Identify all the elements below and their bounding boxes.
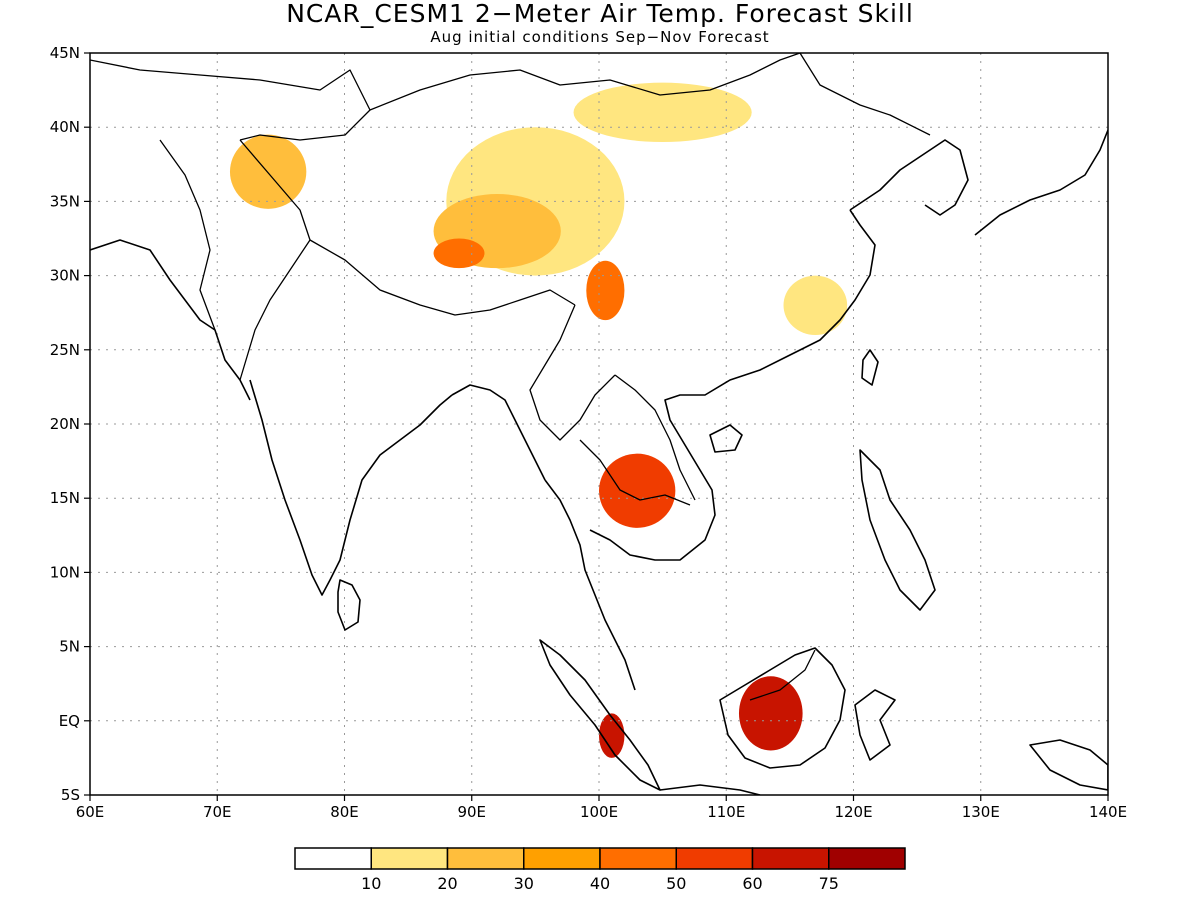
lat-tick-label: EQ — [59, 712, 80, 730]
border-himalaya — [309, 239, 576, 316]
coast-bangladesh-myanmar — [451, 384, 546, 481]
colorbar-swatch — [828, 847, 906, 870]
lon-tick-label: 100E — [580, 803, 618, 821]
border-central-asia — [90, 59, 371, 141]
coast-india — [249, 379, 453, 596]
colorbar-label: 10 — [361, 874, 381, 893]
coast-borneo — [719, 647, 846, 769]
lat-tick-label: 35N — [50, 192, 80, 210]
skill-region-sichuan-yunnan — [586, 260, 625, 321]
colorbar-label: 40 — [590, 874, 610, 893]
skill-region-mongolia — [573, 82, 752, 143]
border-thailand-cambodia — [579, 439, 691, 506]
lon-tick-label: 140E — [1089, 803, 1127, 821]
country-borders — [90, 53, 931, 701]
lat-tick-label: 30N — [50, 267, 80, 285]
map-subtitle: Aug initial conditions Sep−Nov Forecast — [430, 28, 770, 46]
border-laos-vietnam — [614, 374, 696, 501]
lat-tick-label: 15N — [50, 489, 80, 507]
coast-arabia-iran — [90, 239, 251, 401]
grid-lines — [90, 53, 1108, 795]
lon-tick-label: 110E — [707, 803, 745, 821]
skill-region-indochina — [599, 453, 676, 528]
coast-taiwan — [861, 349, 879, 386]
coast-malay-peninsula — [544, 479, 636, 691]
coast-japan — [974, 129, 1108, 236]
lat-tick-label: 45N — [50, 44, 80, 62]
colorbar: 10 20 30 40 50 60 75 — [294, 847, 906, 893]
lat-tick-label: 40N — [50, 118, 80, 136]
skill-region-borneo — [738, 676, 803, 751]
colorbar-swatch — [599, 847, 677, 870]
coast-hainan — [709, 424, 743, 453]
lat-tick-label: 20N — [50, 415, 80, 433]
colorbar-swatch — [523, 847, 601, 870]
colorbar-label: 75 — [819, 874, 839, 893]
coast-china-korea — [849, 139, 969, 216]
skill-fill-layer — [229, 82, 848, 758]
skill-region-karakoram — [229, 134, 307, 209]
colorbar-swatch — [751, 847, 830, 870]
coast-sri-lanka — [337, 579, 361, 631]
coast-new-guinea — [1029, 739, 1108, 791]
colorbar-label: 50 — [666, 874, 686, 893]
coast-sumatra — [539, 639, 661, 791]
lat-tick-label: 10N — [50, 563, 80, 581]
coast-indochina — [589, 209, 876, 561]
lon-tick-label: 70E — [203, 803, 232, 821]
axis-ticks — [84, 52, 1109, 801]
coast-java — [659, 784, 761, 795]
colorbar-label: 30 — [514, 874, 534, 893]
colorbar-swatch — [675, 847, 754, 870]
lon-tick-label: 90E — [457, 803, 486, 821]
coastlines — [90, 129, 1108, 795]
colorbar-swatch — [370, 847, 449, 870]
colorbar-swatch — [294, 847, 372, 870]
border-china-mongolia — [369, 53, 801, 111]
colorbar-label: 20 — [437, 874, 457, 893]
lon-tick-label: 60E — [76, 803, 105, 821]
map-title: NCAR_CESM1 2−Meter Air Temp. Forecast Sk… — [286, 0, 914, 28]
skill-region-eastern-china — [783, 275, 848, 335]
colorbar-label: 60 — [742, 874, 762, 893]
lon-tick-label: 80E — [330, 803, 359, 821]
border-borneo — [749, 649, 816, 701]
coast-sulawesi — [854, 689, 896, 761]
lon-tick-label: 130E — [962, 803, 1000, 821]
border-northeast-china — [799, 53, 931, 136]
border-myanmar — [529, 304, 616, 441]
skill-region-western-tibet-core — [433, 238, 485, 269]
axis-labels: 60E 70E 80E 90E 100E 110E 120E 130E 140E 5S EQ 5N 10… — [50, 44, 1127, 821]
lat-tick-label: 25N — [50, 341, 80, 359]
lon-tick-label: 120E — [834, 803, 872, 821]
border-pakistan-india — [239, 139, 311, 381]
colorbar-swatch — [446, 847, 525, 870]
lat-tick-label: 5N — [59, 638, 80, 656]
lat-tick-label: 5S — [61, 786, 80, 804]
border-iran-afghanistan — [159, 139, 216, 331]
coast-philippines — [859, 449, 936, 611]
